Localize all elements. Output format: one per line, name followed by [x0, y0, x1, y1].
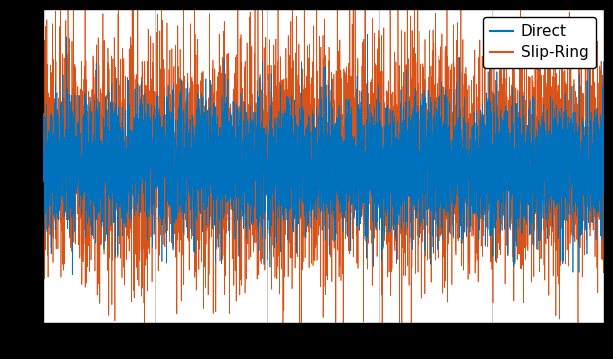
Direct: [404, 129, 411, 133]
Direct: [458, 232, 465, 236]
Slip-Ring: [39, 180, 47, 184]
Direct: [600, 192, 607, 197]
Slip-Ring: [500, 125, 508, 129]
Slip-Ring: [141, 59, 148, 64]
Line: Direct: Direct: [43, 34, 604, 275]
Direct: [364, 32, 371, 37]
Slip-Ring: [458, 163, 465, 167]
Direct: [69, 272, 76, 277]
Line: Slip-Ring: Slip-Ring: [43, 0, 604, 359]
Slip-Ring: [404, 264, 411, 268]
Direct: [141, 92, 148, 96]
Direct: [376, 228, 383, 232]
Slip-Ring: [376, 36, 383, 40]
Direct: [254, 89, 261, 93]
Direct: [39, 147, 47, 151]
Slip-Ring: [254, 78, 261, 83]
Slip-Ring: [600, 118, 607, 123]
Legend: Direct, Slip-Ring: Direct, Slip-Ring: [482, 17, 596, 68]
Direct: [500, 112, 508, 116]
